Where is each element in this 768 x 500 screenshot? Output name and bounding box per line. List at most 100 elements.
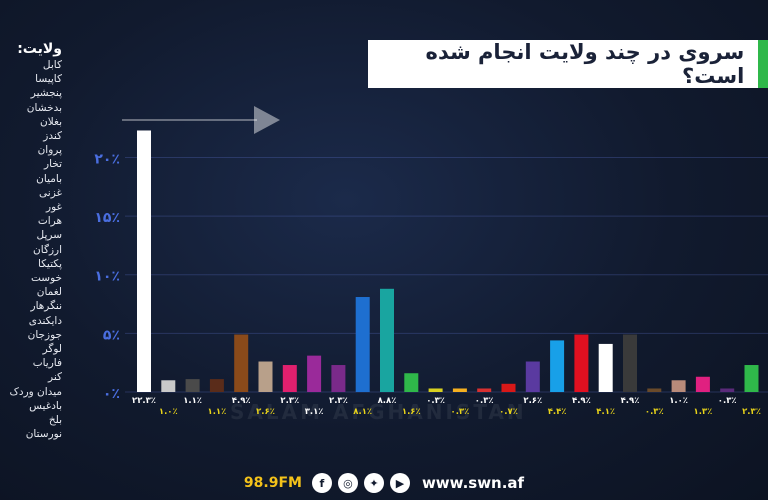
bar — [404, 373, 419, 392]
legend-item: پروان — [37, 144, 62, 157]
legend-item: بدخشان — [26, 101, 62, 114]
bar — [477, 388, 492, 392]
twitter-icon[interactable]: ✦ — [363, 473, 384, 493]
chart-title: سروی در چند ولایت انجام شده است؟ — [425, 40, 745, 88]
bar — [234, 334, 249, 392]
watermark: SALAM AFGHANISTAN — [230, 400, 527, 424]
legend-item: لغمان — [36, 286, 62, 299]
data-label: ۰.۷٪ — [499, 407, 518, 417]
bar — [307, 355, 322, 392]
bar — [452, 388, 467, 392]
data-label: ۰.۳٪ — [645, 407, 664, 417]
y-tick-label: ۲۰٪ — [94, 151, 120, 167]
data-label: ۴.۴٪ — [548, 407, 567, 417]
data-label: ۲۲.۳٪ — [132, 396, 156, 406]
legend-item: خوست — [30, 272, 62, 285]
data-label: ۲.۳٪ — [280, 396, 299, 406]
legend-item: بادغیس — [29, 399, 62, 412]
province-legend: ولایت: کابل کاپیسا پنجشیر بدخشان بغلان کندز پر… — [6, 40, 63, 441]
bar — [258, 361, 273, 392]
bar — [209, 379, 224, 392]
data-label: ۱.۱٪ — [183, 396, 202, 406]
youtube-icon[interactable]: ▶ — [389, 473, 410, 493]
bar — [428, 388, 443, 392]
data-label: ۰.۳٪ — [718, 396, 737, 406]
bar — [647, 388, 662, 392]
y-tick-label: ۱۵٪ — [94, 210, 120, 226]
legend-item: بغلان — [40, 115, 62, 128]
data-label: ۲.۳٪ — [742, 407, 761, 417]
bar — [137, 130, 151, 392]
bar — [598, 343, 613, 392]
legend-item: تخار — [44, 158, 62, 171]
legend-item: کنر — [48, 371, 62, 384]
data-label: ۲.۶٪ — [523, 396, 542, 406]
data-label: ۲.۶٪ — [256, 407, 275, 417]
bar — [671, 380, 686, 392]
data-label: ۴.۱٪ — [596, 407, 615, 417]
legend-item: جوزجان — [27, 328, 62, 341]
bar — [185, 379, 200, 392]
bar — [282, 365, 297, 392]
title-accent-bar — [758, 40, 768, 88]
legend-item: کاپیسا — [35, 73, 62, 86]
legend-item: پنجشیر — [30, 87, 62, 100]
facebook-icon[interactable]: f — [311, 473, 332, 493]
legend-item: کابل — [42, 59, 62, 71]
data-label: ۳.۱٪ — [305, 407, 324, 417]
decorative-arrow-icon — [122, 106, 280, 134]
data-label: ۸.۱٪ — [353, 407, 372, 417]
bar — [550, 340, 565, 392]
data-label: ۱.۰٪ — [159, 407, 178, 417]
bar — [574, 334, 589, 392]
bar — [623, 334, 637, 392]
data-label: ۱.۶٪ — [402, 407, 421, 417]
legend-item: غور — [46, 201, 62, 214]
legend-item: نورستان — [25, 428, 62, 441]
legend-item: بلخ — [48, 414, 62, 427]
data-label: ۴.۹٪ — [232, 396, 251, 406]
data-label: ۰.۳٪ — [475, 396, 494, 406]
legend-item: ننگرهار — [30, 300, 63, 313]
bar — [380, 288, 394, 392]
legend-item: پکتیکا — [37, 257, 62, 270]
bar — [744, 365, 759, 392]
bar — [161, 380, 176, 392]
data-label: ۱.۳٪ — [694, 407, 713, 417]
data-label: ۲.۳٪ — [329, 396, 348, 406]
radio-frequency: 98.9FM — [243, 475, 302, 491]
title-banner: سروی در چند ولایت انجام شده است؟ — [368, 40, 768, 88]
y-tick-label: ۰٪ — [103, 386, 120, 402]
legend-item: میدان وردک — [9, 385, 63, 398]
legend-list: کابل کاپیسا پنجشیر بدخشان بغلان کندز پروان تخار… — [6, 58, 63, 441]
legend-item: کندز — [43, 130, 62, 143]
data-label: ۱.۱٪ — [208, 407, 227, 417]
legend-heading: ولایت: — [17, 41, 62, 57]
footer: 98.9FM f ◎ ✦ ▶ www.swn.af — [0, 466, 768, 500]
legend-item: هرات — [37, 215, 62, 228]
legend-item: غزنی — [39, 186, 62, 199]
bar — [695, 376, 710, 392]
legend-item: بامیان — [36, 172, 62, 185]
legend-item: دایکندی — [28, 314, 62, 327]
legend-item: سرپل — [36, 229, 62, 242]
data-label: ۴.۹٪ — [621, 396, 640, 406]
data-label: ۸.۸٪ — [378, 396, 397, 406]
legend-item: فاریاب — [32, 357, 62, 370]
bar — [501, 383, 516, 392]
bar — [720, 388, 735, 392]
y-tick-label: ۱۰٪ — [94, 269, 120, 285]
bar — [355, 297, 370, 392]
website-link[interactable]: www.swn.af — [421, 474, 525, 492]
data-label: ۱.۰٪ — [669, 396, 688, 406]
instagram-icon[interactable]: ◎ — [337, 473, 358, 493]
bar — [331, 365, 346, 392]
data-label: ۰.۳٪ — [451, 407, 470, 417]
legend-item: لوگر — [42, 343, 62, 356]
y-tick-label: ۵٪ — [103, 327, 120, 343]
legend-item: ارزگان — [33, 243, 62, 256]
bar — [525, 361, 540, 392]
data-label: ۴.۹٪ — [572, 396, 591, 406]
